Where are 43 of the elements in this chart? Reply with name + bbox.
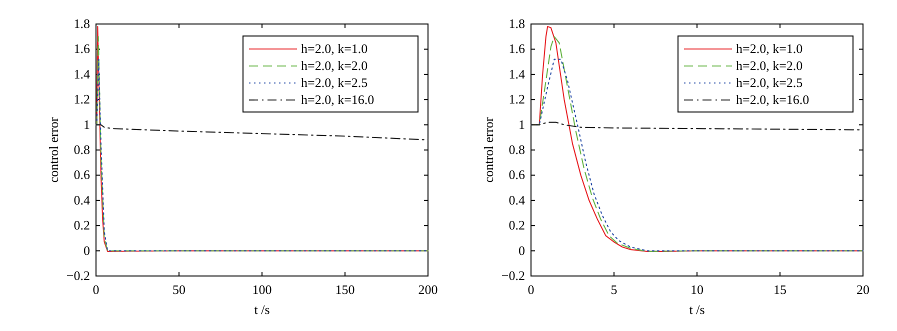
y-tick-label: 1.8 — [508, 16, 525, 31]
y-tick-label: 0.4 — [74, 192, 90, 208]
y-tick-label: 1.6 — [74, 41, 90, 56]
y-tick-label: 1.4 — [74, 66, 90, 82]
y-tick-label: 0.8 — [508, 142, 525, 157]
y-tick-label: 0 — [518, 242, 525, 258]
y-tick-label: −0.2 — [66, 268, 90, 283]
y-tick-label: 0.2 — [508, 218, 525, 233]
y-tick-label: 0.6 — [508, 167, 526, 182]
y-tick-label: 1.2 — [508, 92, 525, 107]
x-tick-label: 15 — [774, 282, 786, 297]
y-tick-label: 1 — [84, 116, 90, 132]
legend-label: h=2.0, k=1.0 — [301, 41, 368, 56]
legend-label: h=2.0, k=1.0 — [736, 41, 803, 56]
legend-label: h=2.0, k=2.0 — [736, 58, 803, 73]
y-tick-label: 1.6 — [508, 41, 526, 56]
y-tick-label: 1.2 — [74, 92, 90, 107]
y-tick-label: 0.2 — [74, 218, 90, 233]
y-tick-label: 0 — [84, 242, 90, 258]
x-tick-label: 5 — [610, 282, 618, 297]
x-tick-label: 150 — [335, 282, 355, 297]
x-tick-label: 20 — [856, 282, 870, 297]
x-tick-label: 100 — [252, 282, 272, 297]
line-series — [95, 124, 429, 140]
x-tick-label: 200 — [418, 282, 438, 297]
x-axis-title: t /s — [689, 302, 705, 317]
y-tick-label: 0.4 — [508, 192, 526, 208]
x-axis-title: t /s — [254, 302, 270, 317]
y-tick-label: −0.2 — [501, 268, 525, 283]
y-tick-label: 0.8 — [74, 142, 90, 157]
y-axis-title: control error — [46, 116, 61, 183]
x-tick-label: 10 — [690, 282, 704, 297]
legend-label: h=2.0, k=2.0 — [301, 58, 368, 73]
y-tick-label: 1 — [518, 116, 525, 132]
legend-label: h=2.0, k=16.0 — [301, 92, 374, 107]
legend-label: h=2.0, k=2.5 — [301, 75, 368, 90]
legend-label: h=2.0, k=2.5 — [736, 75, 803, 90]
y-tick-label: 1.8 — [74, 16, 90, 31]
y-axis-title: control error — [481, 116, 496, 183]
y-tick-label: 1.4 — [508, 66, 526, 82]
legend-label: h=2.0, k=16.0 — [736, 92, 810, 107]
x-tick-label: 50 — [172, 282, 186, 297]
y-tick-label: 0.6 — [74, 167, 90, 182]
